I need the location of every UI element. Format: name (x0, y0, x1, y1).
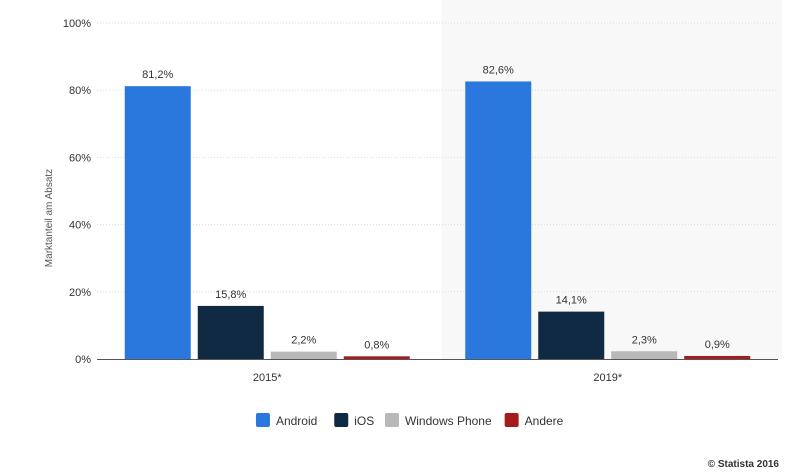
bar-android-2[interactable] (465, 81, 532, 360)
y-tick-label: 100% (63, 18, 91, 30)
data-labels: 81,2% 15,8% 2,2% 0,8% 82,6% 14,1% 2,3% 0,9% (142, 64, 730, 351)
legend: Android iOS Windows Phone Andere (255, 413, 564, 428)
bar-windows-phone-2[interactable] (611, 351, 678, 359)
y-tick-label: 0% (75, 354, 91, 366)
legend-item-windows-phone[interactable]: Windows Phone (384, 413, 492, 428)
data-label: 0,9% (705, 339, 730, 351)
category-label: 2019* (593, 372, 622, 384)
y-axis-title: Marktanteil am Absatz (44, 169, 55, 267)
statista-credit: © Statista 2016 (708, 459, 780, 470)
legend-item-andere[interactable]: Andere (504, 413, 564, 428)
legend-swatch (504, 413, 519, 427)
legend-item-ios[interactable]: iOS (334, 413, 374, 428)
y-tick-label: 20% (69, 287, 91, 299)
legend-swatch (384, 413, 399, 427)
legend-label: Andere (525, 414, 564, 428)
bar-andere-2[interactable] (684, 355, 751, 359)
y-tick-label: 60% (69, 152, 91, 164)
bar-andere-1[interactable] (343, 356, 410, 359)
bars (124, 81, 751, 360)
legend-swatch (334, 413, 349, 427)
bar-windows-phone-1[interactable] (270, 351, 337, 359)
data-label: 14,1% (556, 295, 587, 307)
y-tick-label: 80% (69, 85, 91, 97)
data-label: 82,6% (483, 64, 514, 76)
legend-label: iOS (354, 414, 374, 428)
category-labels: 2015* 2019* (253, 372, 623, 384)
legend-label: Android (276, 414, 317, 428)
y-tick-labels: 0% 20% 40% 60% 80% 100% (63, 18, 91, 366)
bar-android-1[interactable] (124, 86, 191, 359)
category-label: 2015* (253, 372, 282, 384)
data-label: 2,2% (291, 335, 316, 347)
bar-ios-2[interactable] (538, 311, 605, 359)
data-label: 0,8% (364, 339, 389, 351)
bar-ios-1[interactable] (197, 305, 264, 359)
legend-label: Windows Phone (405, 414, 492, 428)
data-label: 2,3% (632, 334, 657, 346)
legend-swatch (255, 413, 270, 427)
legend-item-android[interactable]: Android (255, 413, 317, 428)
data-label: 81,2% (142, 69, 173, 81)
y-tick-label: 40% (69, 220, 91, 232)
data-label: 15,8% (215, 289, 246, 301)
gridlines (97, 22, 778, 293)
